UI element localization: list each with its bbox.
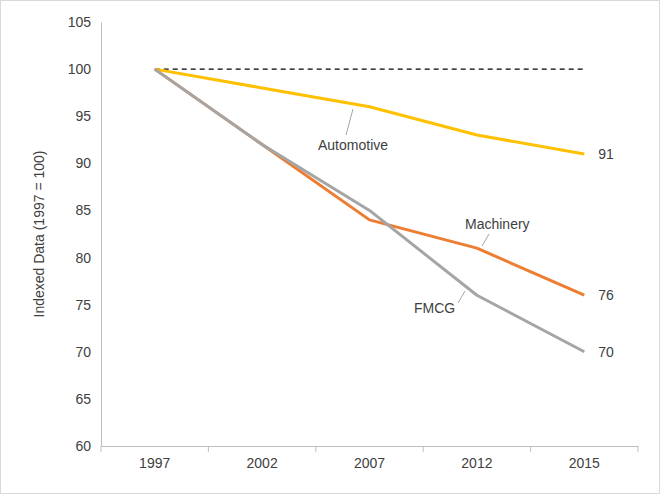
category-divider	[530, 446, 531, 452]
y-tick-label: 105	[68, 14, 92, 30]
y-tick-label: 75	[75, 297, 91, 313]
y-tick: 105	[68, 14, 101, 30]
y-tick: 100	[68, 61, 101, 77]
y-tick-label: 60	[75, 438, 91, 454]
x-axis-line	[102, 446, 639, 447]
x-tick-label: 2012	[461, 455, 492, 471]
chart-frame	[1, 1, 660, 494]
category-divider	[638, 446, 639, 452]
x-axis: 1997 2002 2007 2012 2015	[102, 446, 639, 471]
y-tick-label: 85	[75, 202, 91, 218]
x-tick: 2012	[461, 446, 492, 471]
x-tick: 2002	[247, 446, 278, 471]
category-divider	[423, 446, 424, 452]
y-tick: 90	[75, 155, 101, 171]
y-axis-title: Indexed Data (1997 = 100)	[31, 151, 47, 318]
y-axis-line	[101, 23, 102, 447]
y-tick: 75	[75, 297, 101, 313]
y-tick-label: 65	[75, 391, 91, 407]
series-name: Automotive	[318, 137, 388, 153]
plot-area	[155, 69, 585, 352]
callout-leader	[346, 109, 353, 135]
series-line	[155, 69, 585, 154]
data-label: 76	[598, 287, 614, 303]
callout-leader	[458, 291, 465, 303]
y-axis: 60 65 70 75 80 85 90 95 100 105	[68, 14, 102, 454]
chart: 60 65 70 75 80 85 90 95 100 105 1997 2002 2007 2012 20…	[0, 0, 660, 494]
x-tick: 1997	[139, 446, 170, 471]
data-label: 91	[598, 146, 614, 162]
series-line	[155, 69, 585, 352]
category-divider	[315, 446, 316, 452]
x-tick: 2015	[569, 446, 600, 471]
x-tick-label: 2002	[247, 455, 278, 471]
y-tick: 80	[75, 250, 101, 266]
series-line	[155, 69, 585, 295]
x-tick: 2007	[354, 446, 385, 471]
y-tick: 65	[75, 391, 101, 407]
y-tick-label: 95	[75, 108, 91, 124]
x-tick-label: 2015	[569, 455, 600, 471]
series-name: FMCG	[414, 300, 455, 316]
reference-line	[155, 69, 585, 70]
y-tick-label: 90	[75, 155, 91, 171]
data-label: 70	[598, 344, 614, 360]
category-divider	[101, 446, 102, 452]
x-tick-label: 2007	[354, 455, 385, 471]
y-tick-label: 70	[75, 344, 91, 360]
y-tick-label: 80	[75, 250, 91, 266]
y-tick: 70	[75, 344, 101, 360]
y-tick: 60	[75, 438, 101, 454]
y-tick: 85	[75, 202, 101, 218]
y-tick-label: 100	[68, 61, 92, 77]
y-tick: 95	[75, 108, 101, 124]
category-divider	[208, 446, 209, 452]
series-name: Machinery	[465, 216, 530, 232]
x-tick-label: 1997	[139, 455, 170, 471]
callout-leader	[482, 234, 489, 246]
